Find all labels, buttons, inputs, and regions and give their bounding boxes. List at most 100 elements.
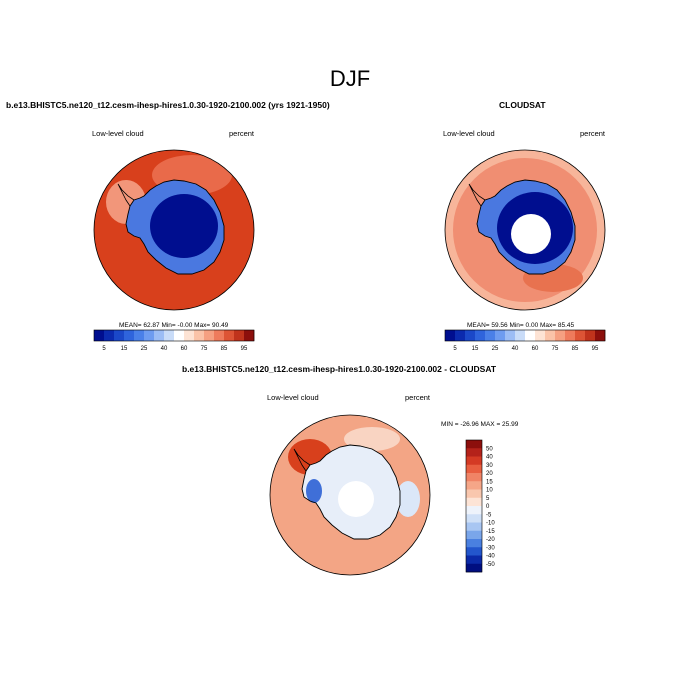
colorbar-box xyxy=(164,330,175,341)
colorbar-tick-label: -40 xyxy=(486,554,495,560)
colorbar-box xyxy=(595,330,606,341)
colorbar-box xyxy=(234,330,245,341)
colorbar-tick-label: 75 xyxy=(552,346,559,352)
colorbar-box xyxy=(154,330,165,341)
panel-2-stats: MEAN= 59.56 Min= 0.00 Max= 85.45 xyxy=(467,322,575,329)
colorbar-box xyxy=(485,330,496,341)
colorbar-tick-label: 60 xyxy=(532,346,539,352)
colorbar-box xyxy=(224,330,235,341)
no-data-pole-hole xyxy=(511,214,551,254)
colorbar-box xyxy=(466,489,482,499)
map-border xyxy=(93,149,255,311)
colorbar-box xyxy=(244,330,255,341)
colorbar-box xyxy=(565,330,576,341)
colorbar-box xyxy=(555,330,566,341)
colorbar-box xyxy=(575,330,586,341)
colorbar-box xyxy=(466,464,482,474)
colorbar-tick-label: 10 xyxy=(486,488,493,494)
colorbar-box xyxy=(545,330,556,341)
colorbar-box xyxy=(466,530,482,540)
colorbar-box xyxy=(535,330,546,341)
colorbar-tick-label: 85 xyxy=(221,346,228,352)
colorbar-box xyxy=(144,330,155,341)
colorbar-box xyxy=(466,440,482,449)
no-data-pole-hole xyxy=(338,481,374,517)
peninsula-coastline xyxy=(117,183,135,207)
colorbar-tick-label: -30 xyxy=(486,545,495,551)
panel-3-stats: MIN = -26.96 MAX = 25.99 xyxy=(441,421,519,428)
colorbar-box xyxy=(455,330,466,341)
peninsula-coastline xyxy=(468,183,486,207)
colorbar-frame xyxy=(93,329,255,342)
colorbar-tick-label: 95 xyxy=(592,346,599,352)
weak-bias-region xyxy=(344,427,400,451)
colorbar-box xyxy=(505,330,516,341)
colorbar-box xyxy=(495,330,506,341)
antarctica-coastline xyxy=(301,444,401,540)
colorbar-tick-label: -50 xyxy=(486,562,495,568)
colorbar-box xyxy=(466,514,482,523)
colorbar-box xyxy=(525,330,536,341)
peninsula-coastline xyxy=(293,448,311,472)
colorbar-tick-label: 25 xyxy=(141,346,148,352)
colorbar-box xyxy=(184,330,195,341)
map-border xyxy=(269,414,431,576)
panel-2-right-label: percent xyxy=(580,129,606,138)
panel-3-right-label: percent xyxy=(405,393,431,402)
colorbar-box xyxy=(466,522,482,532)
map-border xyxy=(444,149,606,311)
colorbar-tick-label: 95 xyxy=(241,346,248,352)
colorbar-box xyxy=(466,555,482,565)
colorbar-box xyxy=(466,456,482,466)
colorbar-box xyxy=(475,330,486,341)
colorbar-box xyxy=(204,330,215,341)
figure-title: DJF xyxy=(329,66,371,91)
panel-2-left-label: Low-level cloud xyxy=(443,129,495,138)
panel-2-colorbar: 5 15 25 40 60 75 85 95 xyxy=(444,329,606,352)
colorbar-tick-label: -15 xyxy=(486,529,495,535)
colorbar-tick-label: 30 xyxy=(486,463,493,469)
negative-bias-region xyxy=(396,481,420,517)
panel-3-title: b.e13.BHISTC5.ne120_t12.cesm-ihesp-hires… xyxy=(182,364,497,374)
colorbar-box xyxy=(466,539,482,548)
panel-3-left-label: Low-level cloud xyxy=(267,393,319,402)
panel-1-title: b.e13.BHISTC5.ne120_t12.cesm-ihesp-hires… xyxy=(6,100,330,110)
antarctica-coastline xyxy=(125,179,225,275)
panel-2-field xyxy=(445,150,605,310)
panel-1-colorbar: 5 15 25 40 60 75 85 95 xyxy=(93,329,255,352)
colorbar-tick-label: 40 xyxy=(486,455,493,461)
colorbar-tick-label: 40 xyxy=(161,346,168,352)
colorbar-tick-label: -5 xyxy=(486,512,492,518)
colorbar-tick-label: 20 xyxy=(486,471,493,477)
colorbar-box xyxy=(134,330,145,341)
colorbar-box xyxy=(466,563,482,573)
colorbar-tick-label: 5 xyxy=(486,496,490,502)
colorbar-frame xyxy=(444,329,606,342)
colorbar-tick-label: 5 xyxy=(102,346,106,352)
colorbar-box xyxy=(174,330,185,341)
colorbar-box xyxy=(124,330,135,341)
colorbar-tick-label: -20 xyxy=(486,537,495,543)
colorbar-box xyxy=(515,330,526,341)
colorbar-box xyxy=(466,547,482,556)
panel-1-right-label: percent xyxy=(229,129,255,138)
panel-3-map xyxy=(269,414,431,576)
panel-2-map xyxy=(444,149,606,311)
colorbar-box xyxy=(114,330,125,341)
colorbar-tick-label: 40 xyxy=(512,346,519,352)
ice-sheet-low-cloud xyxy=(150,194,218,258)
panel-1-field xyxy=(94,150,254,310)
colorbar-box xyxy=(194,330,205,341)
colorbar-tick-label: 85 xyxy=(572,346,579,352)
colorbar-box xyxy=(466,497,482,507)
panel-1-stats: MEAN= 62.87 Min= -0.00 Max= 90.49 xyxy=(119,322,229,329)
colorbar-tick-label: 5 xyxy=(453,346,457,352)
colorbar-box xyxy=(445,330,456,341)
colorbar-box xyxy=(585,330,596,341)
colorbar-box xyxy=(214,330,225,341)
peninsula-negative-bias xyxy=(306,479,322,503)
colorbar-tick-label: 75 xyxy=(201,346,208,352)
colorbar-tick-label: 50 xyxy=(486,446,493,452)
